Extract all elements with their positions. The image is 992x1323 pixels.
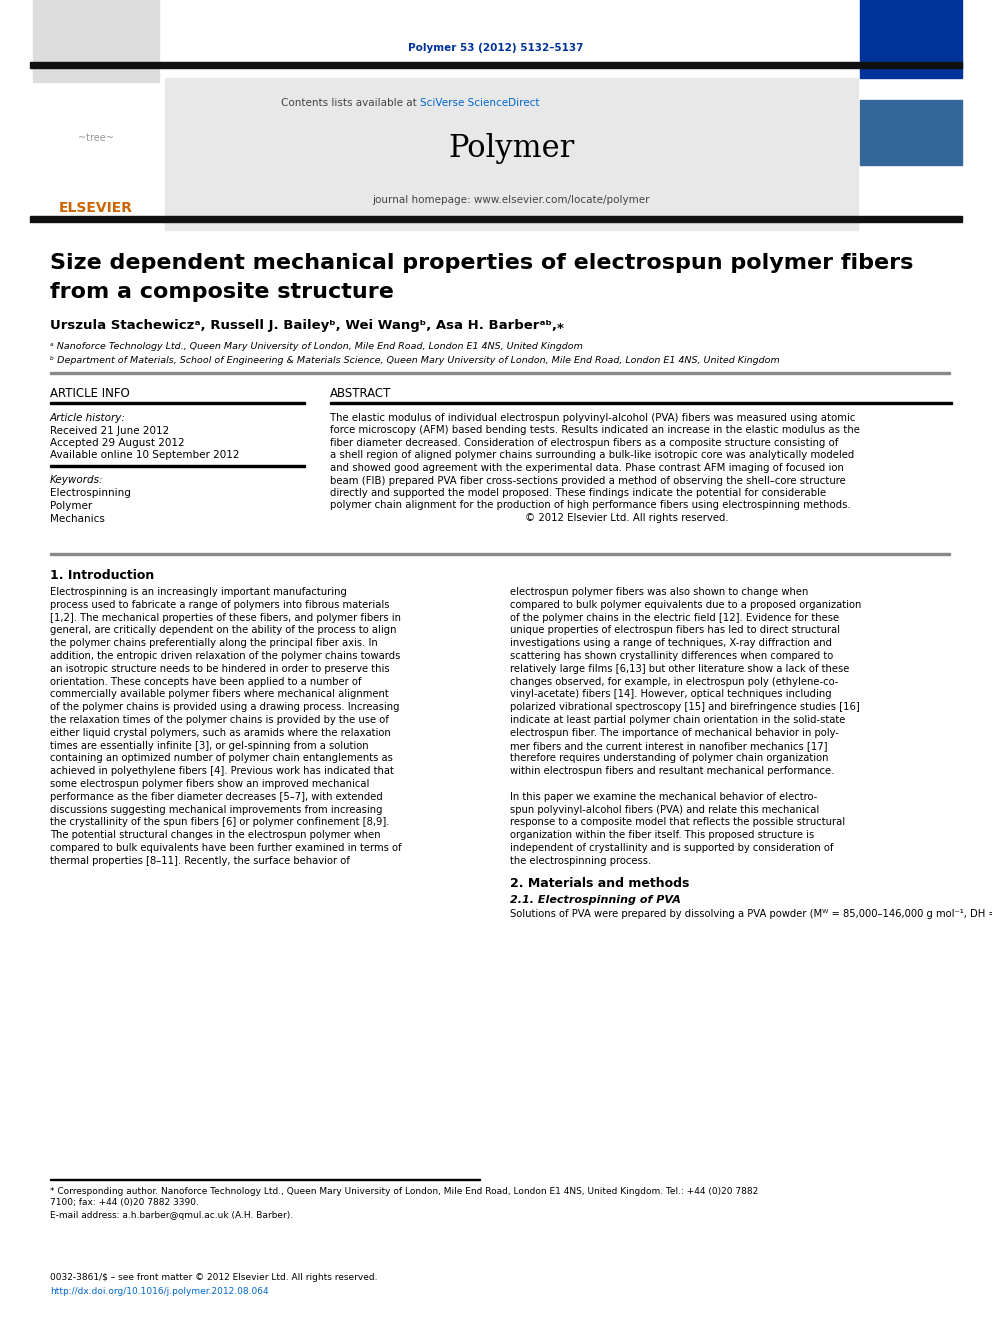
Text: 1. Introduction: 1. Introduction: [50, 569, 154, 582]
Bar: [50, 372, 950, 374]
Text: and showed good agreement with the experimental data. Phase contrast AFM imaging: and showed good agreement with the exper…: [330, 463, 844, 474]
Text: scattering has shown crystallinity differences when compared to: scattering has shown crystallinity diffe…: [510, 651, 833, 662]
Text: a shell region of aligned polymer chains surrounding a bulk-like isotropic core : a shell region of aligned polymer chains…: [330, 451, 854, 460]
Text: ELSEVIER: ELSEVIER: [59, 201, 133, 216]
Text: an isotropic structure needs to be hindered in order to preserve this: an isotropic structure needs to be hinde…: [50, 664, 390, 673]
Text: The elastic modulus of individual electrospun polyvinyl-alcohol (PVA) fibers was: The elastic modulus of individual electr…: [330, 413, 855, 423]
Text: E-mail address: a.h.barber@qmul.ac.uk (A.H. Barber).: E-mail address: a.h.barber@qmul.ac.uk (A…: [50, 1212, 293, 1221]
Text: vinyl-acetate) fibers [14]. However, optical techniques including: vinyl-acetate) fibers [14]. However, opt…: [510, 689, 831, 700]
Text: ABSTRACT: ABSTRACT: [330, 388, 392, 401]
Text: Keywords:: Keywords:: [50, 475, 103, 486]
Text: beam (FIB) prepared PVA fiber cross-sections provided a method of observing the : beam (FIB) prepared PVA fiber cross-sect…: [330, 475, 846, 486]
Text: directly and supported the model proposed. These findings indicate the potential: directly and supported the model propose…: [330, 488, 826, 497]
Bar: [165, 78, 858, 230]
Text: achieved in polyethylene fibers [4]. Previous work has indicated that: achieved in polyethylene fibers [4]. Pre…: [50, 766, 394, 777]
Text: changes observed, for example, in electrospun poly (ethylene-co-: changes observed, for example, in electr…: [510, 676, 838, 687]
Text: commercially available polymer fibers where mechanical alignment: commercially available polymer fibers wh…: [50, 689, 389, 700]
Text: SciVerse ScienceDirect: SciVerse ScienceDirect: [420, 98, 540, 108]
Bar: [50, 553, 950, 556]
Text: journal homepage: www.elsevier.com/locate/polymer: journal homepage: www.elsevier.com/locat…: [372, 194, 650, 205]
Text: Contents lists available at: Contents lists available at: [281, 98, 420, 108]
Text: Solutions of PVA were prepared by dissolving a PVA powder (Mᵂ = 85,000–146,000 g: Solutions of PVA were prepared by dissol…: [510, 909, 992, 918]
Text: Available online 10 September 2012: Available online 10 September 2012: [50, 450, 239, 460]
Text: force microscopy (AFM) based bending tests. Results indicated an increase in the: force microscopy (AFM) based bending tes…: [330, 426, 860, 435]
Text: polarized vibrational spectroscopy [15] and birefringence studies [16]: polarized vibrational spectroscopy [15] …: [510, 703, 860, 712]
Text: investigations using a range of techniques, X-ray diffraction and: investigations using a range of techniqu…: [510, 638, 832, 648]
Bar: [860, 0, 962, 78]
Text: independent of crystallinity and is supported by consideration of: independent of crystallinity and is supp…: [510, 843, 833, 853]
Text: © 2012 Elsevier Ltd. All rights reserved.: © 2012 Elsevier Ltd. All rights reserved…: [330, 513, 729, 523]
Bar: [30, 62, 962, 67]
Text: In this paper we examine the mechanical behavior of electro-: In this paper we examine the mechanical …: [510, 791, 817, 802]
Text: orientation. These concepts have been applied to a number of: orientation. These concepts have been ap…: [50, 676, 361, 687]
Text: the electrospinning process.: the electrospinning process.: [510, 856, 652, 865]
Text: thermal properties [8–11]. Recently, the surface behavior of: thermal properties [8–11]. Recently, the…: [50, 856, 350, 865]
Text: Electrospinning: Electrospinning: [50, 488, 131, 497]
Text: addition, the entropic driven relaxation of the polymer chains towards: addition, the entropic driven relaxation…: [50, 651, 401, 662]
Text: http://dx.doi.org/10.1016/j.polymer.2012.08.064: http://dx.doi.org/10.1016/j.polymer.2012…: [50, 1286, 269, 1295]
Text: Polymer: Polymer: [447, 132, 574, 164]
Bar: [330, 402, 952, 404]
Text: Article history:: Article history:: [50, 413, 126, 423]
Bar: [30, 216, 962, 222]
Text: containing an optimized number of polymer chain entanglements as: containing an optimized number of polyme…: [50, 753, 393, 763]
Text: Received 21 June 2012: Received 21 June 2012: [50, 426, 170, 437]
Text: 2. Materials and methods: 2. Materials and methods: [510, 877, 689, 890]
Text: relatively large films [6,13] but other literature show a lack of these: relatively large films [6,13] but other …: [510, 664, 849, 673]
Text: [1,2]. The mechanical properties of these fibers, and polymer fibers in: [1,2]. The mechanical properties of thes…: [50, 613, 401, 623]
Text: electrospun polymer fibers was also shown to change when: electrospun polymer fibers was also show…: [510, 587, 808, 597]
Text: discussions suggesting mechanical improvements from increasing: discussions suggesting mechanical improv…: [50, 804, 383, 815]
Text: response to a composite model that reflects the possible structural: response to a composite model that refle…: [510, 818, 845, 827]
Text: of the polymer chains in the electric field [12]. Evidence for these: of the polymer chains in the electric fi…: [510, 613, 839, 623]
Text: polymer: polymer: [870, 120, 952, 139]
Text: of the polymer chains is provided using a drawing process. Increasing: of the polymer chains is provided using …: [50, 703, 400, 712]
Text: ~tree~: ~tree~: [78, 134, 114, 143]
Bar: [50, 402, 305, 404]
Text: The potential structural changes in the electrospun polymer when: The potential structural changes in the …: [50, 831, 381, 840]
Text: Urszula Stachewiczᵃ, Russell J. Baileyᵇ, Wei Wangᵇ, Asa H. Barberᵃᵇ,⁎: Urszula Stachewiczᵃ, Russell J. Baileyᵇ,…: [50, 319, 563, 332]
Text: 2.1. Electrospinning of PVA: 2.1. Electrospinning of PVA: [510, 894, 681, 905]
Text: Electrospinning is an increasingly important manufacturing: Electrospinning is an increasingly impor…: [50, 587, 347, 597]
Text: polymer chain alignment for the production of high performance fibers using elec: polymer chain alignment for the producti…: [330, 500, 851, 511]
Text: compared to bulk polymer equivalents due to a proposed organization: compared to bulk polymer equivalents due…: [510, 599, 861, 610]
Text: Polymer 53 (2012) 5132–5137: Polymer 53 (2012) 5132–5137: [409, 44, 583, 53]
Text: ᵃ Nanoforce Technology Ltd., Queen Mary University of London, Mile End Road, Lon: ᵃ Nanoforce Technology Ltd., Queen Mary …: [50, 343, 583, 352]
Text: some electrospun polymer fibers show an improved mechanical: some electrospun polymer fibers show an …: [50, 779, 369, 789]
Text: ᵇ Department of Materials, School of Engineering & Materials Science, Queen Mary: ᵇ Department of Materials, School of Eng…: [50, 356, 780, 365]
Bar: [33, 0, 159, 82]
Text: mer fibers and the current interest in nanofiber mechanics [17]: mer fibers and the current interest in n…: [510, 741, 827, 750]
Text: from a composite structure: from a composite structure: [50, 282, 394, 302]
Text: performance as the fiber diameter decreases [5–7], with extended: performance as the fiber diameter decrea…: [50, 791, 383, 802]
Text: Polymer: Polymer: [50, 501, 92, 511]
Text: spun polyvinyl-alcohol fibers (PVA) and relate this mechanical: spun polyvinyl-alcohol fibers (PVA) and …: [510, 804, 819, 815]
Text: the crystallinity of the spun fibers [6] or polymer confinement [8,9].: the crystallinity of the spun fibers [6]…: [50, 818, 390, 827]
Bar: [860, 101, 962, 165]
Bar: [30, 0, 162, 78]
Text: indicate at least partial polymer chain orientation in the solid-state: indicate at least partial polymer chain …: [510, 714, 845, 725]
Bar: [50, 1179, 480, 1180]
Bar: [50, 466, 305, 467]
Text: 0032-3861/$ – see front matter © 2012 Elsevier Ltd. All rights reserved.: 0032-3861/$ – see front matter © 2012 El…: [50, 1274, 378, 1282]
Text: times are essentially infinite [3], or gel-spinning from a solution: times are essentially infinite [3], or g…: [50, 741, 369, 750]
Text: either liquid crystal polymers, such as aramids where the relaxation: either liquid crystal polymers, such as …: [50, 728, 391, 738]
Text: organization within the fiber itself. This proposed structure is: organization within the fiber itself. Th…: [510, 831, 814, 840]
Text: compared to bulk equivalents have been further examined in terms of: compared to bulk equivalents have been f…: [50, 843, 402, 853]
Text: process used to fabricate a range of polymers into fibrous materials: process used to fabricate a range of pol…: [50, 599, 390, 610]
Text: the polymer chains preferentially along the principal fiber axis. In: the polymer chains preferentially along …: [50, 638, 378, 648]
Text: unique properties of electrospun fibers has led to direct structural: unique properties of electrospun fibers …: [510, 626, 840, 635]
Text: within electrospun fibers and resultant mechanical performance.: within electrospun fibers and resultant …: [510, 766, 834, 777]
Text: Mechanics: Mechanics: [50, 515, 105, 524]
Text: the relaxation times of the polymer chains is provided by the use of: the relaxation times of the polymer chai…: [50, 714, 389, 725]
Text: general, are critically dependent on the ability of the process to align: general, are critically dependent on the…: [50, 626, 397, 635]
Text: ARTICLE INFO: ARTICLE INFO: [50, 388, 130, 401]
Text: fiber diameter decreased. Consideration of electrospun fibers as a composite str: fiber diameter decreased. Consideration …: [330, 438, 838, 448]
Text: Size dependent mechanical properties of electrospun polymer fibers: Size dependent mechanical properties of …: [50, 253, 914, 273]
Text: electrospun fiber. The importance of mechanical behavior in poly-: electrospun fiber. The importance of mec…: [510, 728, 839, 738]
Text: 7100; fax: +44 (0)20 7882 3390.: 7100; fax: +44 (0)20 7882 3390.: [50, 1199, 198, 1208]
Text: therefore requires understanding of polymer chain organization: therefore requires understanding of poly…: [510, 753, 828, 763]
Text: * Corresponding author. Nanoforce Technology Ltd., Queen Mary University of Lond: * Corresponding author. Nanoforce Techno…: [50, 1188, 758, 1196]
Text: Accepted 29 August 2012: Accepted 29 August 2012: [50, 438, 185, 448]
